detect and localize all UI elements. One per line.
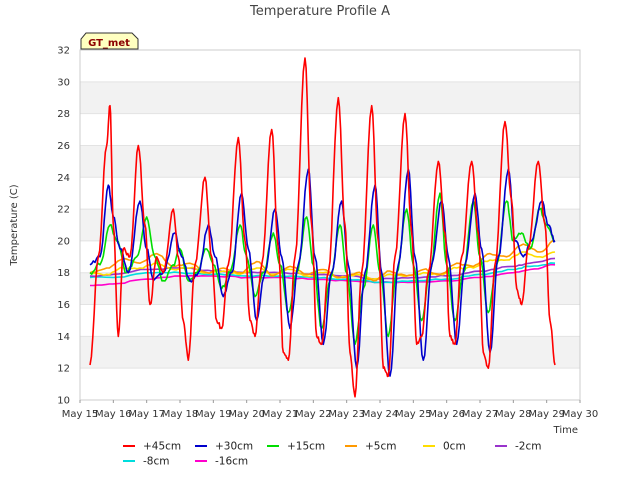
x-tick-label: May 18 [162, 409, 199, 420]
x-tick-label: May 19 [195, 409, 232, 420]
y-axis: 10 12 14 16 18 20 22 24 26 28 30 32 [57, 46, 70, 407]
legend: +45cm +30cm +15cm +5cm 0cm -2cm -8cm -16cm [123, 441, 541, 468]
y-tick-label: 20 [57, 236, 70, 247]
x-tick-label: May 24 [362, 409, 399, 420]
plot-background [80, 49, 580, 401]
x-tick-label: May 25 [395, 409, 432, 420]
x-tick-label: May 27 [462, 409, 499, 420]
y-tick-label: 32 [57, 46, 70, 57]
legend-label: +30cm [215, 441, 253, 453]
legend-label: +45cm [143, 441, 181, 453]
x-tick-label: May 26 [428, 409, 465, 420]
legend-item: -16cm [195, 456, 248, 468]
grid-band [80, 209, 580, 241]
legend-item: -8cm [123, 456, 169, 468]
y-tick-label: 28 [57, 109, 70, 120]
legend-item: -2cm [495, 441, 541, 453]
gt-met-badge: GT_met [80, 32, 139, 50]
legend-label: 0cm [443, 441, 466, 453]
grid-band [80, 145, 580, 178]
y-tick-label: 10 [57, 396, 70, 407]
badge-label: GT_met [88, 38, 130, 49]
legend-label: +5cm [365, 441, 396, 453]
y-tick-label: 26 [57, 141, 70, 152]
series-line [89, 240, 556, 282]
plot-frame [79, 49, 581, 401]
x-tick-label: May 21 [262, 409, 299, 420]
y-axis-label: Temperature (C) [9, 184, 20, 266]
legend-item: 0cm [423, 441, 466, 453]
legend-item: +15cm [267, 441, 325, 453]
y-tick-label: 16 [57, 300, 70, 311]
legend-item: +30cm [195, 441, 253, 453]
x-tick-label: May 20 [228, 409, 265, 420]
legend-label: -2cm [515, 441, 541, 453]
x-tick-label: May 22 [295, 409, 332, 420]
legend-label: -8cm [143, 456, 169, 468]
legend-item: +45cm [123, 441, 181, 453]
x-axis-label: Time [553, 425, 578, 436]
legend-item: +5cm [345, 441, 396, 453]
grid-band [80, 336, 580, 369]
x-tick-label: May 28 [495, 409, 532, 420]
legend-label: -16cm [215, 456, 248, 468]
y-tick-label: 18 [57, 268, 70, 279]
y-tick-label: 12 [57, 364, 70, 375]
x-tick-label: May 29 [528, 409, 565, 420]
series-lines [89, 57, 556, 398]
x-tick-label: May 16 [95, 409, 132, 420]
legend-label: +15cm [287, 441, 325, 453]
series-line [89, 57, 556, 398]
chart-title: Temperature Profile A [249, 4, 390, 19]
badge-shape [80, 32, 139, 50]
x-tick-label: May 15 [62, 409, 99, 420]
y-tick-label: 14 [57, 332, 70, 343]
y-tick-label: 30 [57, 77, 70, 88]
grid-band [80, 81, 580, 114]
x-tick-label: May 30 [562, 409, 599, 420]
x-tick-label: May 23 [328, 409, 365, 420]
x-tick-label: May 17 [128, 409, 165, 420]
y-tick-label: 22 [57, 205, 70, 216]
series-line [89, 251, 556, 280]
y-tick-label: 24 [57, 173, 70, 184]
